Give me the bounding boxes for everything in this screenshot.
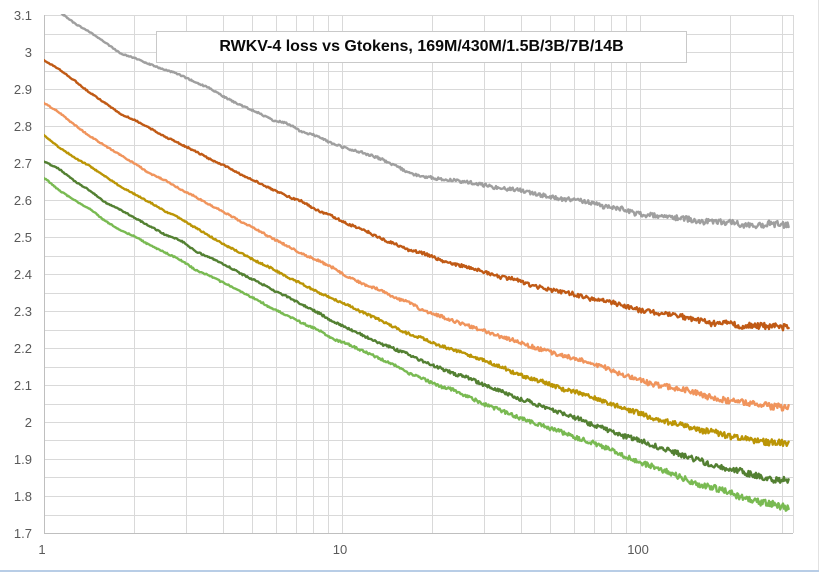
- x-tick-label-1: 1: [38, 542, 46, 557]
- chart-title-box: RWKV-4 loss vs Gtokens, 169M/430M/1.5B/3…: [156, 31, 687, 63]
- y-tick-label-2.6: 2.6: [13, 192, 32, 208]
- series-14B-line: [44, 177, 790, 512]
- y-tick-label-3.1: 3.1: [13, 7, 32, 23]
- series-7B-line: [44, 160, 790, 484]
- series-169M-line: [60, 14, 790, 230]
- y-tick-label-2.5: 2.5: [13, 229, 32, 245]
- series-1.5B-line: [44, 101, 790, 412]
- y-tick-label-2.1: 2.1: [13, 377, 32, 393]
- series-3B-line: [44, 134, 790, 447]
- y-tick-label-2.7: 2.7: [13, 155, 32, 171]
- y-tick-label-2: 2: [24, 414, 32, 430]
- x-tick-label-10: 10: [332, 542, 348, 557]
- y-tick-label-1.9: 1.9: [13, 451, 32, 467]
- y-tick-label-2.4: 2.4: [13, 266, 32, 282]
- sheet-gridline-bottom: [0, 570, 819, 572]
- y-tick-label-2.3: 2.3: [13, 303, 32, 319]
- y-tick-label-1.7: 1.7: [13, 525, 32, 541]
- y-tick-label-2.9: 2.9: [13, 81, 32, 97]
- x-tick-label-100: 100: [627, 542, 649, 557]
- y-tick-label-3: 3: [24, 44, 32, 60]
- chart-title: RWKV-4 loss vs Gtokens, 169M/430M/1.5B/3…: [219, 38, 624, 55]
- series-430M-line: [44, 59, 790, 332]
- y-tick-label-1.8: 1.8: [13, 488, 32, 504]
- y-tick-label-2.8: 2.8: [13, 118, 32, 134]
- y-tick-label-2.2: 2.2: [13, 340, 32, 356]
